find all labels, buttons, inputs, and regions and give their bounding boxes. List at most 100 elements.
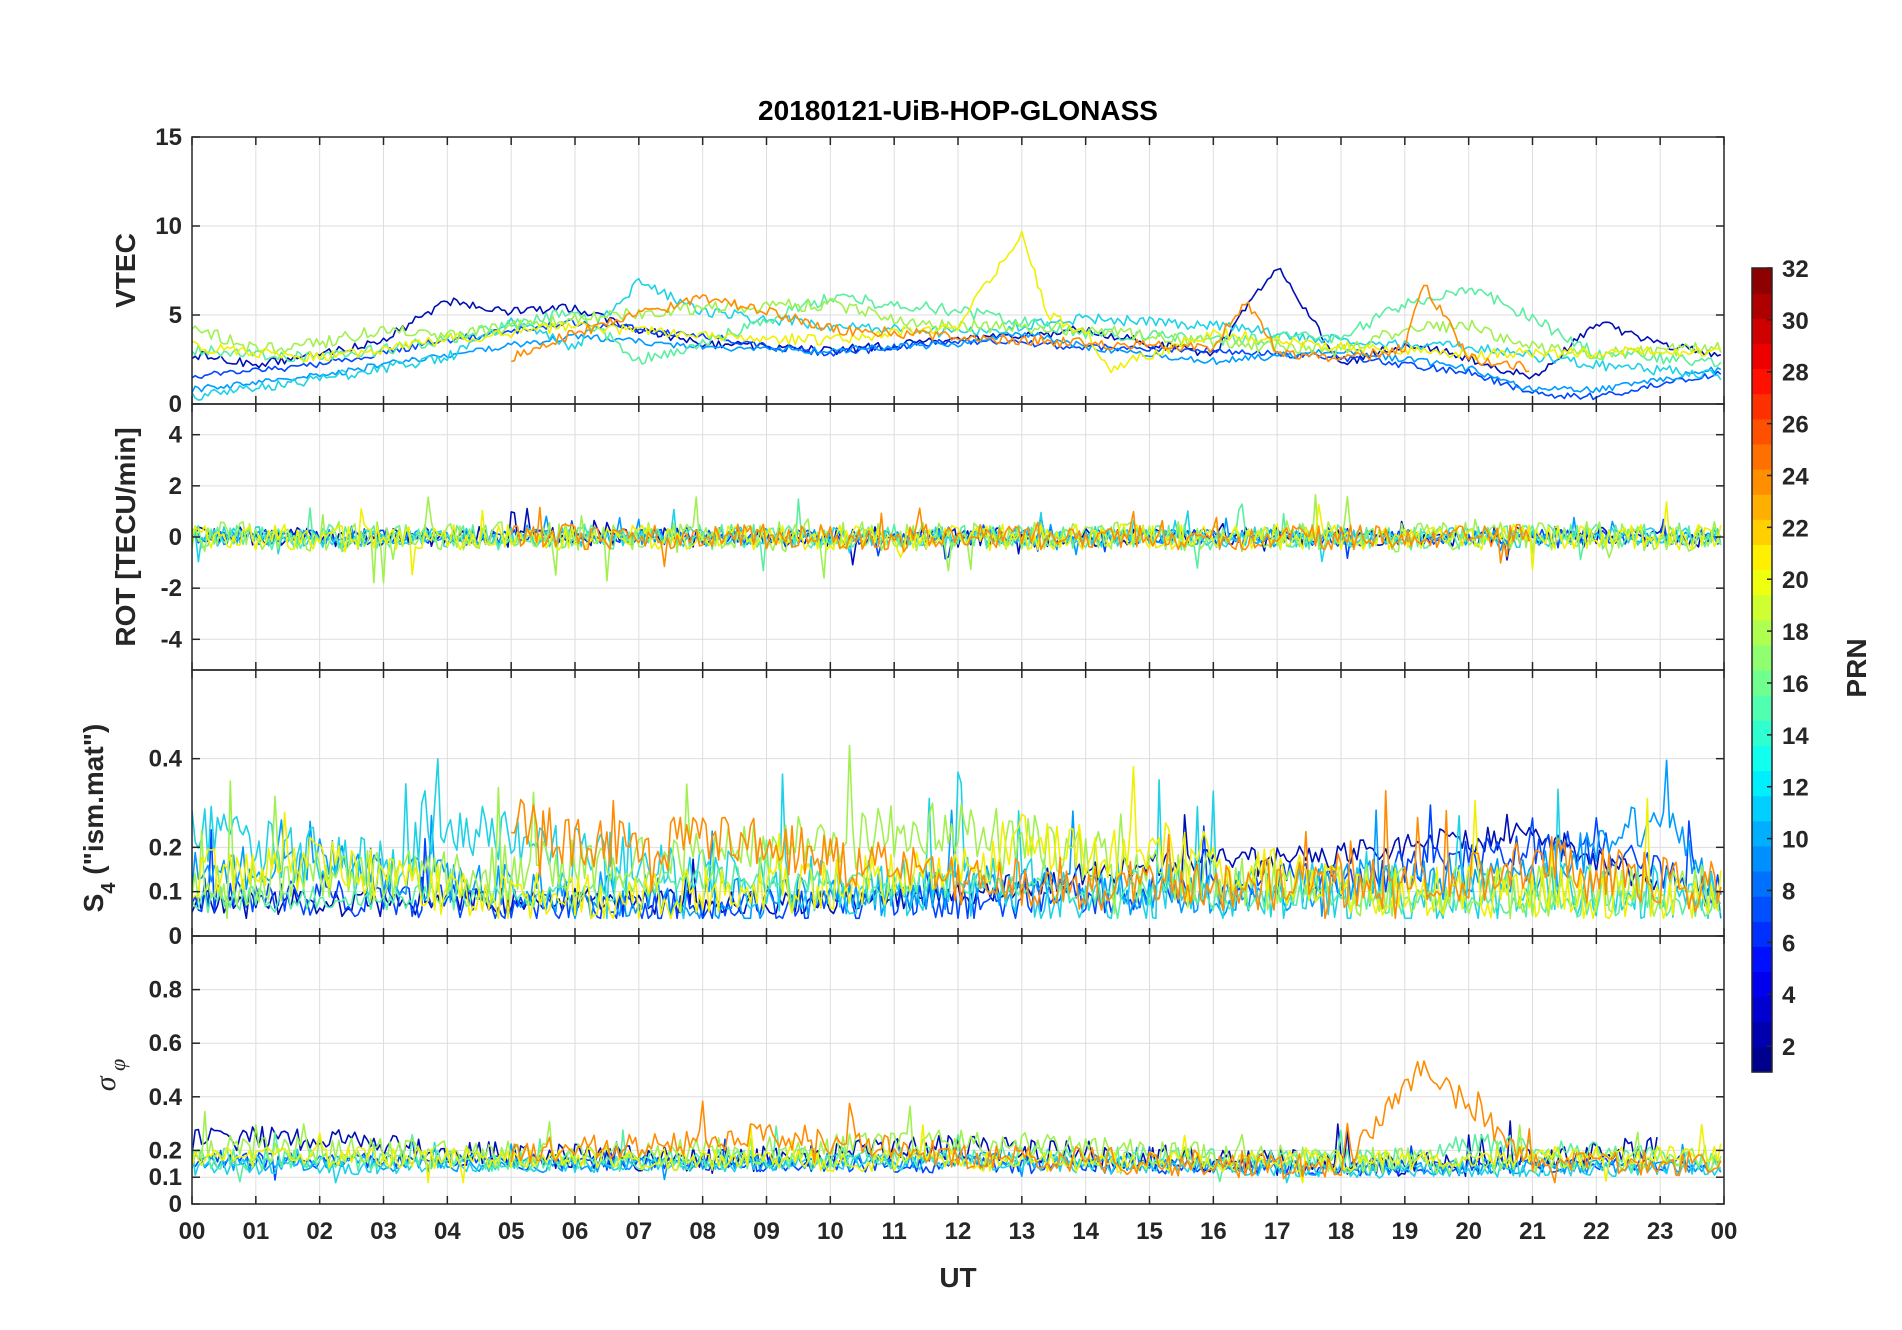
colorbar-tick-label: 26 xyxy=(1782,412,1809,439)
x-tick-label: 01 xyxy=(242,1218,269,1245)
colorbar-tick-label: 28 xyxy=(1782,360,1809,387)
vtec-series-prn-16 xyxy=(192,286,1722,368)
colorbar-band xyxy=(1752,368,1772,395)
y-tick-label: 0.4 xyxy=(149,746,183,773)
x-tick-label: 23 xyxy=(1647,1218,1674,1245)
y-tick-label: 0.4 xyxy=(149,1084,183,1111)
s4-series-group xyxy=(192,744,1722,920)
colorbar-tick-label: 30 xyxy=(1782,308,1809,335)
colorbar-band xyxy=(1752,443,1772,470)
x-tick-label: 03 xyxy=(370,1218,397,1245)
colorbar-tick-label: 10 xyxy=(1782,827,1809,854)
x-tick-label: 17 xyxy=(1264,1218,1291,1245)
colorbar-tick-label: 2 xyxy=(1782,1034,1795,1061)
s4-series-prn-23 xyxy=(511,789,1722,920)
x-tick-label: 14 xyxy=(1072,1218,1099,1245)
y-tick-label: 15 xyxy=(155,124,182,151)
x-tick-label: 18 xyxy=(1328,1218,1355,1245)
x-tick-label: 13 xyxy=(1008,1218,1035,1245)
colorbar-band xyxy=(1752,1046,1772,1073)
colorbar-band xyxy=(1752,896,1772,922)
x-tick-label: 07 xyxy=(625,1218,652,1245)
colorbar-band xyxy=(1752,820,1772,847)
colorbar-tick-label: 16 xyxy=(1782,671,1809,698)
sigma-series-prn-20 xyxy=(192,1123,1722,1184)
sigma-y-axis-label: σ φ xyxy=(89,1059,130,1091)
x-tick-label: 15 xyxy=(1136,1218,1163,1245)
rot-series-prn-23 xyxy=(510,506,1531,568)
panel-vtec: 0 5 10 15 VTEC xyxy=(110,124,1725,418)
vtec-series-prn-18 xyxy=(192,297,1722,361)
sigma-series-prn-23 xyxy=(510,1060,1722,1184)
colorbar-band xyxy=(1752,845,1772,872)
colorbar-band xyxy=(1752,720,1772,746)
s4-series-prn-5 xyxy=(192,804,1722,920)
y-tick-label: 0.1 xyxy=(149,1164,182,1191)
panel-sigma: 00.10.2 0.4 0.6 0.8 00 01 02 03 04 05 06 07 08 09 10 11… xyxy=(89,935,1738,1245)
y-tick-label: 0.2 xyxy=(149,834,182,861)
vtec-series-prn-20 xyxy=(192,230,1721,374)
y-tick-label: 0 xyxy=(169,923,182,950)
colorbar-band xyxy=(1752,644,1772,671)
x-tick-label: 04 xyxy=(434,1218,461,1245)
y-tick-label: 4 xyxy=(169,422,183,449)
x-tick-label: 22 xyxy=(1583,1218,1610,1245)
colorbar-tick-label: 22 xyxy=(1782,515,1809,542)
colorbar-tick-label: 20 xyxy=(1782,567,1809,594)
colorbar-band xyxy=(1752,544,1772,571)
y-tick-label: -4 xyxy=(161,626,183,653)
colorbar-band xyxy=(1752,594,1772,621)
chart-title: 20180121-UiB-HOP-GLONASS xyxy=(758,95,1158,126)
panel-s4: 0 0.1 0.2 0.4 S4 ("ism.mat") xyxy=(78,669,1725,950)
colorbar-band xyxy=(1752,745,1772,772)
x-tick-label: 06 xyxy=(562,1218,589,1245)
colorbar-tick-label: 12 xyxy=(1782,775,1809,802)
y-tick-label: 10 xyxy=(155,213,182,240)
x-axis-label: UT xyxy=(939,1262,976,1293)
colorbar-band xyxy=(1752,921,1772,947)
panel-rot: -4 -2 0 2 4 ROT [TECU/min] xyxy=(110,403,1725,671)
x-tick-label: 19 xyxy=(1391,1218,1418,1245)
y-tick-label: 5 xyxy=(169,302,182,329)
colorbar-band xyxy=(1752,996,1772,1023)
rot-y-axis-label: ROT [TECU/min] xyxy=(110,427,141,646)
colorbar-tick-label: 4 xyxy=(1782,982,1796,1009)
colorbar-band xyxy=(1752,619,1772,646)
vtec-series-prn-10 xyxy=(192,331,1722,394)
y-tick-label: 0.6 xyxy=(149,1030,182,1057)
vtec-series-prn-2 xyxy=(192,267,1722,380)
y-tick-label: -2 xyxy=(161,575,182,602)
colorbar-band xyxy=(1752,318,1772,344)
x-tick-label: 00 xyxy=(1711,1218,1738,1245)
x-tick-label: 16 xyxy=(1200,1218,1227,1245)
colorbar-band xyxy=(1752,971,1772,998)
colorbar-band xyxy=(1752,393,1772,420)
colorbar-tick-label: 32 xyxy=(1782,256,1809,283)
sigma-series-group xyxy=(192,1060,1722,1184)
colorbar-tick-label: 24 xyxy=(1782,463,1809,490)
y-tick-label: 0 xyxy=(169,391,182,418)
colorbar-band xyxy=(1752,519,1772,545)
x-tick-label: 00 xyxy=(179,1218,206,1245)
rot-series-prn-20 xyxy=(192,501,1722,576)
colorbar-band xyxy=(1752,1021,1772,1048)
x-tick-label: 11 xyxy=(881,1218,906,1245)
colorbar-band xyxy=(1752,770,1772,797)
x-tick-label: 09 xyxy=(753,1218,780,1245)
x-tick-label: 21 xyxy=(1519,1218,1546,1245)
x-tick-label: 02 xyxy=(306,1218,333,1245)
colorbar-label: PRN xyxy=(1841,638,1872,697)
y-tick-label: 0 xyxy=(169,524,182,551)
colorbar-band xyxy=(1752,871,1772,897)
x-tick-label: 08 xyxy=(689,1218,716,1245)
s4-series-prn-20 xyxy=(192,765,1722,920)
sigma-series-prn-18 xyxy=(192,1105,1722,1175)
y-tick-label: 0.2 xyxy=(149,1137,182,1164)
rot-series-group xyxy=(192,493,1722,584)
x-tick-label: 05 xyxy=(498,1218,525,1245)
colorbar-tick-label: 18 xyxy=(1782,619,1809,646)
colorbar-band xyxy=(1752,670,1772,696)
